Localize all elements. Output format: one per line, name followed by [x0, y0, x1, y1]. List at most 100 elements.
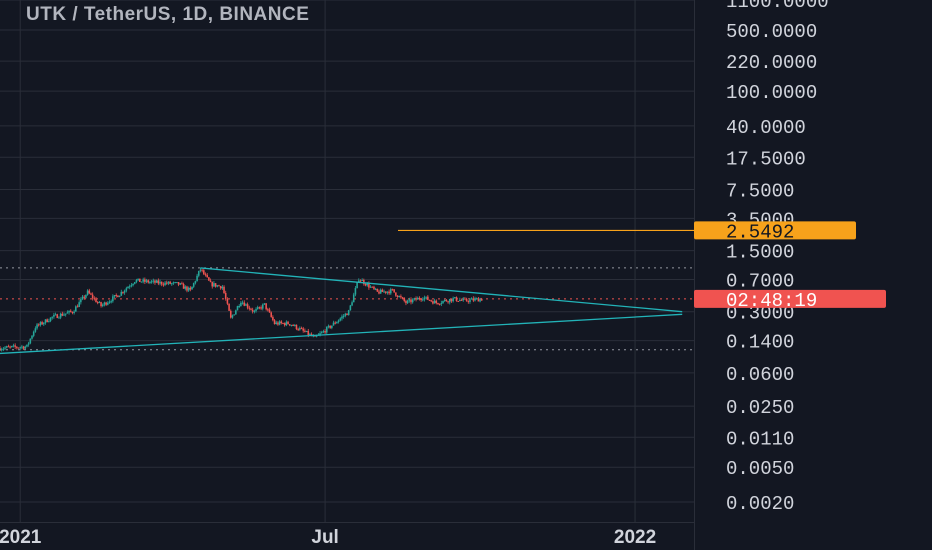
candle: [256, 305, 259, 310]
candle: [140, 281, 143, 283]
candle: [226, 297, 229, 306]
candle: [293, 324, 296, 327]
price-axis[interactable]: 1100.0000 500.0000 220.0000 100.0000 40.0000…: [726, 0, 829, 515]
candle: [95, 296, 97, 303]
candle: [12, 343, 15, 348]
time-axis-tick-label: 2021: [0, 527, 42, 548]
candle: [443, 299, 446, 302]
candle: [384, 291, 387, 295]
candle: [192, 282, 195, 289]
candle: [352, 292, 355, 303]
candle: [177, 282, 180, 287]
candle: [283, 322, 286, 327]
candle: [31, 335, 33, 340]
candle: [388, 289, 390, 295]
candle: [36, 322, 38, 330]
price-axis-tick-label: 0.1400: [726, 332, 794, 354]
candle: [189, 286, 192, 292]
candle: [462, 297, 465, 302]
trend-layer[interactable]: [0, 267, 683, 355]
candle: [452, 296, 454, 303]
candle: [176, 282, 178, 284]
candle: [219, 285, 222, 290]
price-axis-tick-label: 500.0000: [726, 21, 817, 43]
candle: [336, 321, 338, 324]
price-axis-tick-label: 17.5000: [726, 148, 806, 170]
candle: [120, 289, 123, 297]
candle: [347, 309, 350, 316]
candle: [204, 272, 207, 277]
price-axis-tick-label: 220.0000: [726, 52, 817, 74]
candle: [273, 319, 276, 325]
candle: [130, 283, 133, 288]
candle: [0, 346, 1, 352]
candle: [135, 278, 138, 284]
candle: [93, 296, 96, 301]
time-axis[interactable]: 2021 Jul 2022: [0, 522, 694, 549]
candle: [334, 321, 337, 325]
candle: [149, 280, 151, 285]
candle: [469, 298, 471, 304]
candle: [411, 298, 414, 304]
candle: [398, 295, 401, 298]
candle: [474, 296, 476, 302]
candle: [142, 277, 144, 284]
candle: [277, 321, 279, 326]
candle: [81, 294, 84, 301]
candle: [56, 313, 59, 319]
candle: [0, 347, 3, 352]
candle: [408, 297, 411, 303]
candle: [356, 281, 358, 289]
level-layer: [0, 229, 694, 351]
candle: [425, 296, 427, 300]
candle: [63, 312, 65, 316]
candle: [113, 294, 116, 299]
candle: [85, 294, 87, 299]
candle: [194, 280, 197, 285]
candle: [479, 297, 481, 303]
candle: [88, 288, 91, 295]
candle: [272, 315, 274, 322]
candle: [236, 305, 239, 311]
candle: [386, 291, 389, 295]
candle: [265, 303, 267, 311]
candle: [339, 317, 342, 322]
candle: [231, 314, 234, 319]
candle: [455, 296, 458, 302]
candle: [181, 281, 183, 285]
candle: [413, 297, 416, 301]
candle: [299, 326, 301, 331]
candle: [465, 297, 468, 302]
candle: [9, 345, 11, 349]
candle: [250, 307, 252, 311]
candle: [186, 285, 188, 293]
candle: [80, 297, 82, 305]
candle: [197, 270, 200, 278]
candle: [374, 287, 377, 291]
candle: [110, 299, 112, 304]
candle: [16, 346, 18, 350]
candle: [467, 300, 470, 304]
trendline[interactable]: [200, 267, 683, 313]
candle: [302, 326, 305, 333]
candle: [470, 297, 473, 300]
candle: [438, 303, 441, 306]
trendline[interactable]: [0, 313, 683, 355]
candle: [287, 320, 289, 325]
candle: [300, 326, 303, 330]
candle: [423, 295, 426, 302]
candle: [475, 297, 478, 300]
candle: [459, 297, 461, 302]
candle: [282, 322, 284, 325]
candle: [171, 282, 173, 286]
candle: [297, 327, 299, 332]
candle: [187, 286, 190, 292]
candle: [480, 297, 483, 301]
candle: [145, 278, 148, 284]
candle: [24, 345, 27, 350]
candle: [167, 281, 170, 286]
candle: [457, 300, 459, 302]
candle: [324, 329, 326, 335]
